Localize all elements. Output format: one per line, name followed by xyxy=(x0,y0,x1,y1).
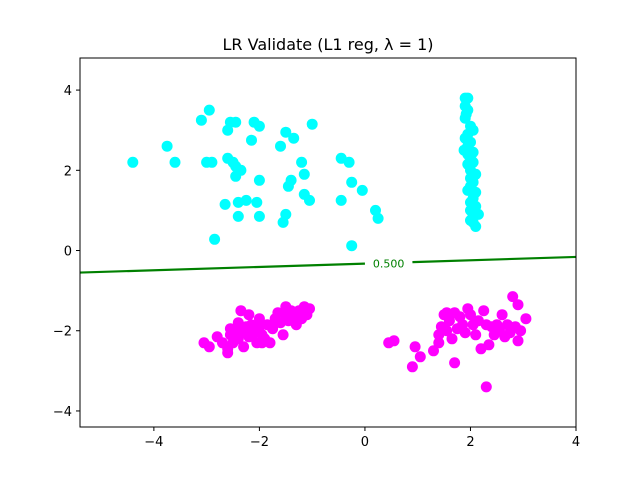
data-point-class-a xyxy=(280,208,292,220)
chart-title: LR Validate (L1 reg, λ = 1) xyxy=(223,35,434,54)
y-tick-label: −2 xyxy=(53,325,72,340)
data-point-class-b xyxy=(512,335,524,347)
data-point-class-b xyxy=(459,327,471,339)
data-point-class-b xyxy=(235,305,247,317)
data-point-class-b xyxy=(428,345,439,357)
y-tick-label: 0 xyxy=(64,245,72,260)
y-tick-label: −4 xyxy=(53,405,72,420)
data-point-class-b xyxy=(446,333,458,345)
data-point-class-b xyxy=(441,307,453,319)
x-tick-label: −2 xyxy=(250,435,269,450)
data-point-class-a xyxy=(232,210,244,222)
data-point-class-b xyxy=(449,357,461,369)
data-point-class-b xyxy=(507,291,519,303)
data-point-class-a xyxy=(465,214,476,226)
data-point-class-a xyxy=(298,168,310,180)
x-tick-label: −4 xyxy=(144,435,163,450)
data-point-class-a xyxy=(195,114,207,126)
data-point-class-a xyxy=(346,240,358,252)
data-point-class-a xyxy=(253,120,265,132)
data-point-class-b xyxy=(480,319,492,331)
data-point-class-b xyxy=(406,361,418,373)
x-tick-label: 2 xyxy=(466,435,474,450)
data-point-class-b xyxy=(264,337,276,349)
data-point-class-a xyxy=(275,140,286,152)
boundary-layer xyxy=(80,255,576,274)
data-point-class-a xyxy=(253,174,265,186)
data-point-class-a xyxy=(472,208,484,220)
data-point-class-b xyxy=(256,337,268,349)
data-point-class-a xyxy=(251,196,263,208)
decision-boundary-line xyxy=(80,262,365,274)
data-point-class-a xyxy=(253,210,265,222)
data-point-class-a xyxy=(343,156,355,168)
data-point-class-b xyxy=(222,347,234,359)
data-point-class-b xyxy=(483,339,495,351)
contour-label: 0.500 xyxy=(373,257,405,270)
data-point-class-a xyxy=(235,164,247,176)
x-tick-label: 0 xyxy=(361,435,369,450)
data-point-class-b xyxy=(465,309,476,321)
data-point-class-b xyxy=(512,299,524,311)
points-layer xyxy=(127,92,532,393)
x-axis: −4 −2 0 2 4 xyxy=(144,427,580,450)
data-point-class-b xyxy=(478,305,490,317)
data-point-class-a xyxy=(219,198,231,210)
data-point-class-a xyxy=(280,126,292,138)
data-point-class-a xyxy=(127,156,139,168)
data-point-class-b xyxy=(203,341,215,353)
data-point-class-a xyxy=(462,104,474,116)
data-point-class-b xyxy=(441,325,453,337)
data-point-class-b xyxy=(409,341,421,353)
data-point-class-a xyxy=(230,116,242,128)
data-point-class-a xyxy=(346,176,358,188)
data-point-class-b xyxy=(515,325,527,337)
data-point-class-a xyxy=(335,194,347,206)
data-point-class-a xyxy=(306,118,318,130)
data-point-class-b xyxy=(414,351,426,363)
data-point-class-a xyxy=(206,156,218,168)
y-tick-label: 4 xyxy=(64,84,72,99)
data-point-class-a xyxy=(203,104,215,116)
data-point-class-b xyxy=(304,303,315,315)
data-point-class-b xyxy=(496,309,508,321)
data-point-class-b xyxy=(520,313,532,325)
data-point-class-b xyxy=(480,381,492,393)
data-point-class-a xyxy=(372,212,384,224)
data-point-class-a xyxy=(161,140,173,152)
data-point-class-a xyxy=(288,132,300,144)
data-point-class-a xyxy=(209,233,221,245)
data-point-class-b xyxy=(433,337,445,349)
data-point-class-a xyxy=(285,174,297,186)
data-point-class-b xyxy=(277,329,289,341)
data-point-class-b xyxy=(470,329,482,341)
data-point-class-b xyxy=(267,323,279,335)
data-point-class-a xyxy=(246,134,257,146)
x-tick-label: 4 xyxy=(572,435,580,450)
data-point-class-b xyxy=(253,313,265,325)
data-point-class-a xyxy=(356,184,368,196)
y-axis: −4 −2 0 2 4 xyxy=(53,84,80,420)
plot-frame xyxy=(79,57,577,428)
decision-boundary-line xyxy=(412,255,576,264)
data-point-class-b xyxy=(238,341,250,353)
data-point-class-a xyxy=(240,194,252,206)
data-point-class-a xyxy=(169,156,181,168)
data-point-class-a xyxy=(296,156,308,168)
data-point-class-a xyxy=(304,194,315,206)
data-point-class-b xyxy=(388,335,400,347)
y-tick-label: 2 xyxy=(64,164,72,179)
